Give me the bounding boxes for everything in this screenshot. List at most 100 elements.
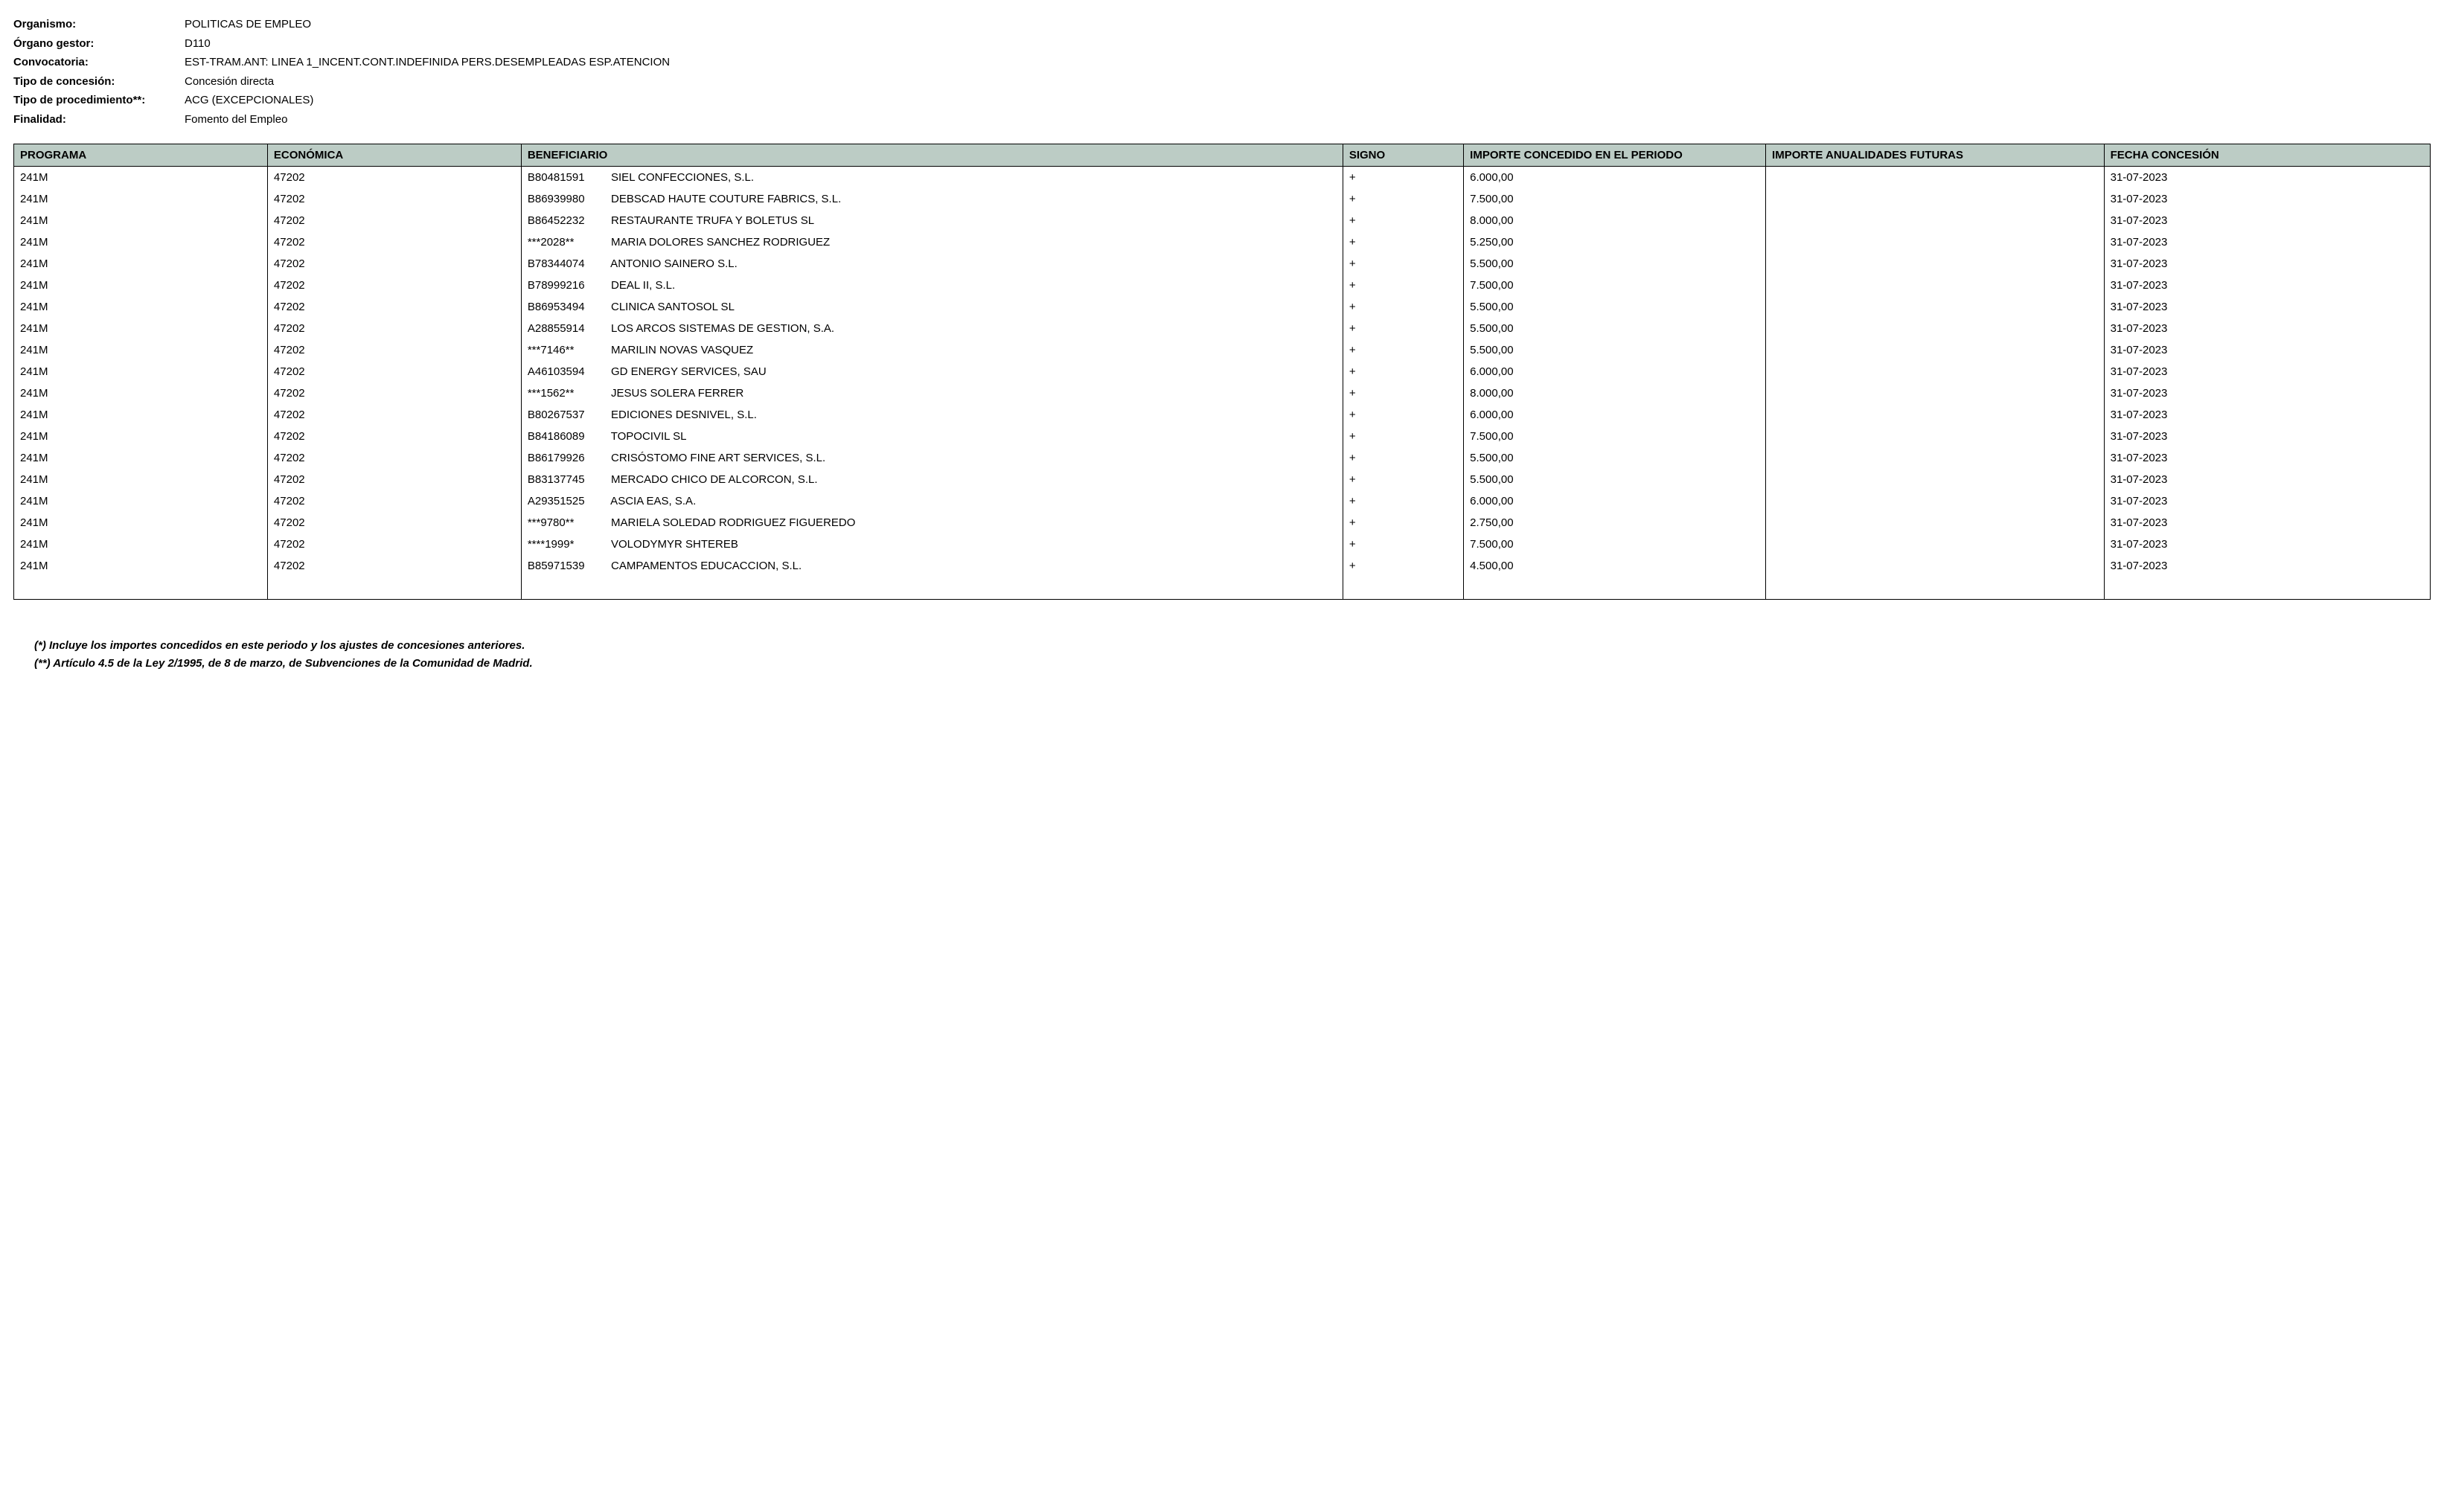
cell-importe-futuras xyxy=(1766,469,2105,490)
cell-beneficiario: B80481591 SIEL CONFECCIONES, S.L. xyxy=(521,167,1343,189)
table-body: 241M47202B80481591 SIEL CONFECCIONES, S.… xyxy=(14,167,2431,600)
cell-signo: + xyxy=(1343,339,1463,361)
cell-beneficiario: B84186089 TOPOCIVIL SL xyxy=(521,426,1343,447)
cell-beneficiario: ****1999* VOLODYMYR SHTEREB xyxy=(521,534,1343,555)
table-row: 241M47202***2028** MARIA DOLORES SANCHEZ… xyxy=(14,231,2431,253)
cell-importe-futuras xyxy=(1766,490,2105,512)
beneficiario-name: LOS ARCOS SISTEMAS DE GESTION, S.A. xyxy=(608,322,834,335)
cell-signo: + xyxy=(1343,490,1463,512)
cell-economica: 47202 xyxy=(267,275,521,296)
beneficiario-id: A29351525 xyxy=(528,495,608,507)
beneficiario-name: CLINICA SANTOSOL SL xyxy=(608,301,735,313)
beneficiario-name: TOPOCIVIL SL xyxy=(608,430,687,443)
cell-programa: 241M xyxy=(14,404,268,426)
cell-signo: + xyxy=(1343,426,1463,447)
meta-row-organismo: Organismo: POLITICAS DE EMPLEO xyxy=(13,15,2431,34)
table-row: 241M47202B78999216 DEAL II, S.L.+7.500,0… xyxy=(14,275,2431,296)
beneficiario-name: MARIELA SOLEDAD RODRIGUEZ FIGUEREDO xyxy=(608,516,856,529)
cell-importe-periodo: 7.500,00 xyxy=(1464,534,1766,555)
meta-value: EST-TRAM.ANT: LINEA 1_INCENT.CONT.INDEFI… xyxy=(185,53,2431,72)
cell-economica: 47202 xyxy=(267,426,521,447)
cell-importe-periodo: 5.500,00 xyxy=(1464,447,1766,469)
th-economica: ECONÓMICA xyxy=(267,144,521,167)
beneficiario-name: VOLODYMYR SHTEREB xyxy=(608,538,738,551)
meta-value: ACG (EXCEPCIONALES) xyxy=(185,91,2431,110)
beneficiario-id: ***9780** xyxy=(528,516,608,529)
table-row: 241M47202B78344074 ANTONIO SAINERO S.L.+… xyxy=(14,253,2431,275)
beneficiario-name: MARIA DOLORES SANCHEZ RODRIGUEZ xyxy=(608,236,830,249)
cell-importe-periodo: 4.500,00 xyxy=(1464,555,1766,577)
table-row: 241M47202B85971539 CAMPAMENTOS EDUCACCIO… xyxy=(14,555,2431,577)
cell-importe-periodo: 7.500,00 xyxy=(1464,275,1766,296)
beneficiario-name: CRISÓSTOMO FINE ART SERVICES, S.L. xyxy=(608,452,825,464)
cell-programa: 241M xyxy=(14,361,268,382)
beneficiario-name: MARILIN NOVAS VASQUEZ xyxy=(608,344,753,356)
cell-importe-periodo: 5.500,00 xyxy=(1464,253,1766,275)
cell-signo: + xyxy=(1343,188,1463,210)
beneficiario-name: CAMPAMENTOS EDUCACCION, S.L. xyxy=(608,560,802,572)
cell-programa: 241M xyxy=(14,253,268,275)
cell-economica: 47202 xyxy=(267,296,521,318)
cell-importe-futuras xyxy=(1766,555,2105,577)
table-row: 241M47202B86953494 CLINICA SANTOSOL SL+5… xyxy=(14,296,2431,318)
metadata-block: Organismo: POLITICAS DE EMPLEO Órgano ge… xyxy=(13,15,2431,129)
cell-programa: 241M xyxy=(14,490,268,512)
table-row: 241M47202B86452232 RESTAURANTE TRUFA Y B… xyxy=(14,210,2431,231)
table-row: 241M47202B84186089 TOPOCIVIL SL+7.500,00… xyxy=(14,426,2431,447)
cell-fecha: 31-07-2023 xyxy=(2104,447,2430,469)
th-beneficiario: BENEFICIARIO xyxy=(521,144,1343,167)
cell-fecha: 31-07-2023 xyxy=(2104,426,2430,447)
cell-programa: 241M xyxy=(14,296,268,318)
cell-beneficiario: ***9780** MARIELA SOLEDAD RODRIGUEZ FIGU… xyxy=(521,512,1343,534)
cell-importe-periodo: 6.000,00 xyxy=(1464,404,1766,426)
cell-beneficiario: B78999216 DEAL II, S.L. xyxy=(521,275,1343,296)
beneficiario-id: B85971539 xyxy=(528,560,608,572)
cell-importe-periodo: 6.000,00 xyxy=(1464,167,1766,189)
cell-signo: + xyxy=(1343,469,1463,490)
cell-beneficiario: ***7146** MARILIN NOVAS VASQUEZ xyxy=(521,339,1343,361)
cell-fecha: 31-07-2023 xyxy=(2104,339,2430,361)
cell-importe-futuras xyxy=(1766,167,2105,189)
cell-beneficiario: B83137745 MERCADO CHICO DE ALCORCON, S.L… xyxy=(521,469,1343,490)
cell-economica: 47202 xyxy=(267,361,521,382)
cell-fecha: 31-07-2023 xyxy=(2104,382,2430,404)
beneficiario-id: ***1562** xyxy=(528,387,608,400)
beneficiario-id: B86179926 xyxy=(528,452,608,464)
meta-row-finalidad: Finalidad: Fomento del Empleo xyxy=(13,110,2431,129)
table-row: 241M47202****1999* VOLODYMYR SHTEREB+7.5… xyxy=(14,534,2431,555)
cell-importe-futuras xyxy=(1766,534,2105,555)
cell-economica: 47202 xyxy=(267,404,521,426)
table-spacer-row xyxy=(14,577,2431,600)
beneficiario-id: ***2028** xyxy=(528,236,608,249)
cell-beneficiario: B86939980 DEBSCAD HAUTE COUTURE FABRICS,… xyxy=(521,188,1343,210)
beneficiario-name: ANTONIO SAINERO S.L. xyxy=(608,257,738,270)
table-header-row: PROGRAMA ECONÓMICA BENEFICIARIO SIGNO IM… xyxy=(14,144,2431,167)
cell-importe-futuras xyxy=(1766,231,2105,253)
cell-fecha: 31-07-2023 xyxy=(2104,318,2430,339)
cell-importe-futuras xyxy=(1766,404,2105,426)
cell-economica: 47202 xyxy=(267,469,521,490)
meta-row-organo-gestor: Órgano gestor: D110 xyxy=(13,34,2431,54)
cell-fecha: 31-07-2023 xyxy=(2104,210,2430,231)
beneficiario-name: SIEL CONFECCIONES, S.L. xyxy=(608,171,754,184)
beneficiario-name: DEAL II, S.L. xyxy=(608,279,675,292)
cell-fecha: 31-07-2023 xyxy=(2104,231,2430,253)
cell-economica: 47202 xyxy=(267,318,521,339)
th-programa: PROGRAMA xyxy=(14,144,268,167)
cell-importe-periodo: 6.000,00 xyxy=(1464,361,1766,382)
beneficiario-id: A28855914 xyxy=(528,322,608,335)
cell-beneficiario: B80267537 EDICIONES DESNIVEL, S.L. xyxy=(521,404,1343,426)
cell-importe-periodo: 2.750,00 xyxy=(1464,512,1766,534)
meta-row-tipo-concesion: Tipo de concesión: Concesión directa xyxy=(13,72,2431,92)
meta-label: Finalidad: xyxy=(13,110,185,129)
cell-fecha: 31-07-2023 xyxy=(2104,188,2430,210)
cell-importe-periodo: 5.500,00 xyxy=(1464,318,1766,339)
cell-importe-futuras xyxy=(1766,382,2105,404)
beneficiario-name: EDICIONES DESNIVEL, S.L. xyxy=(608,409,757,421)
cell-importe-periodo: 7.500,00 xyxy=(1464,426,1766,447)
table-row: 241M47202B86179926 CRISÓSTOMO FINE ART S… xyxy=(14,447,2431,469)
beneficiario-id: B78999216 xyxy=(528,279,608,292)
cell-importe-periodo: 5.500,00 xyxy=(1464,296,1766,318)
cell-beneficiario: B86953494 CLINICA SANTOSOL SL xyxy=(521,296,1343,318)
beneficiario-name: MERCADO CHICO DE ALCORCON, S.L. xyxy=(608,473,818,486)
